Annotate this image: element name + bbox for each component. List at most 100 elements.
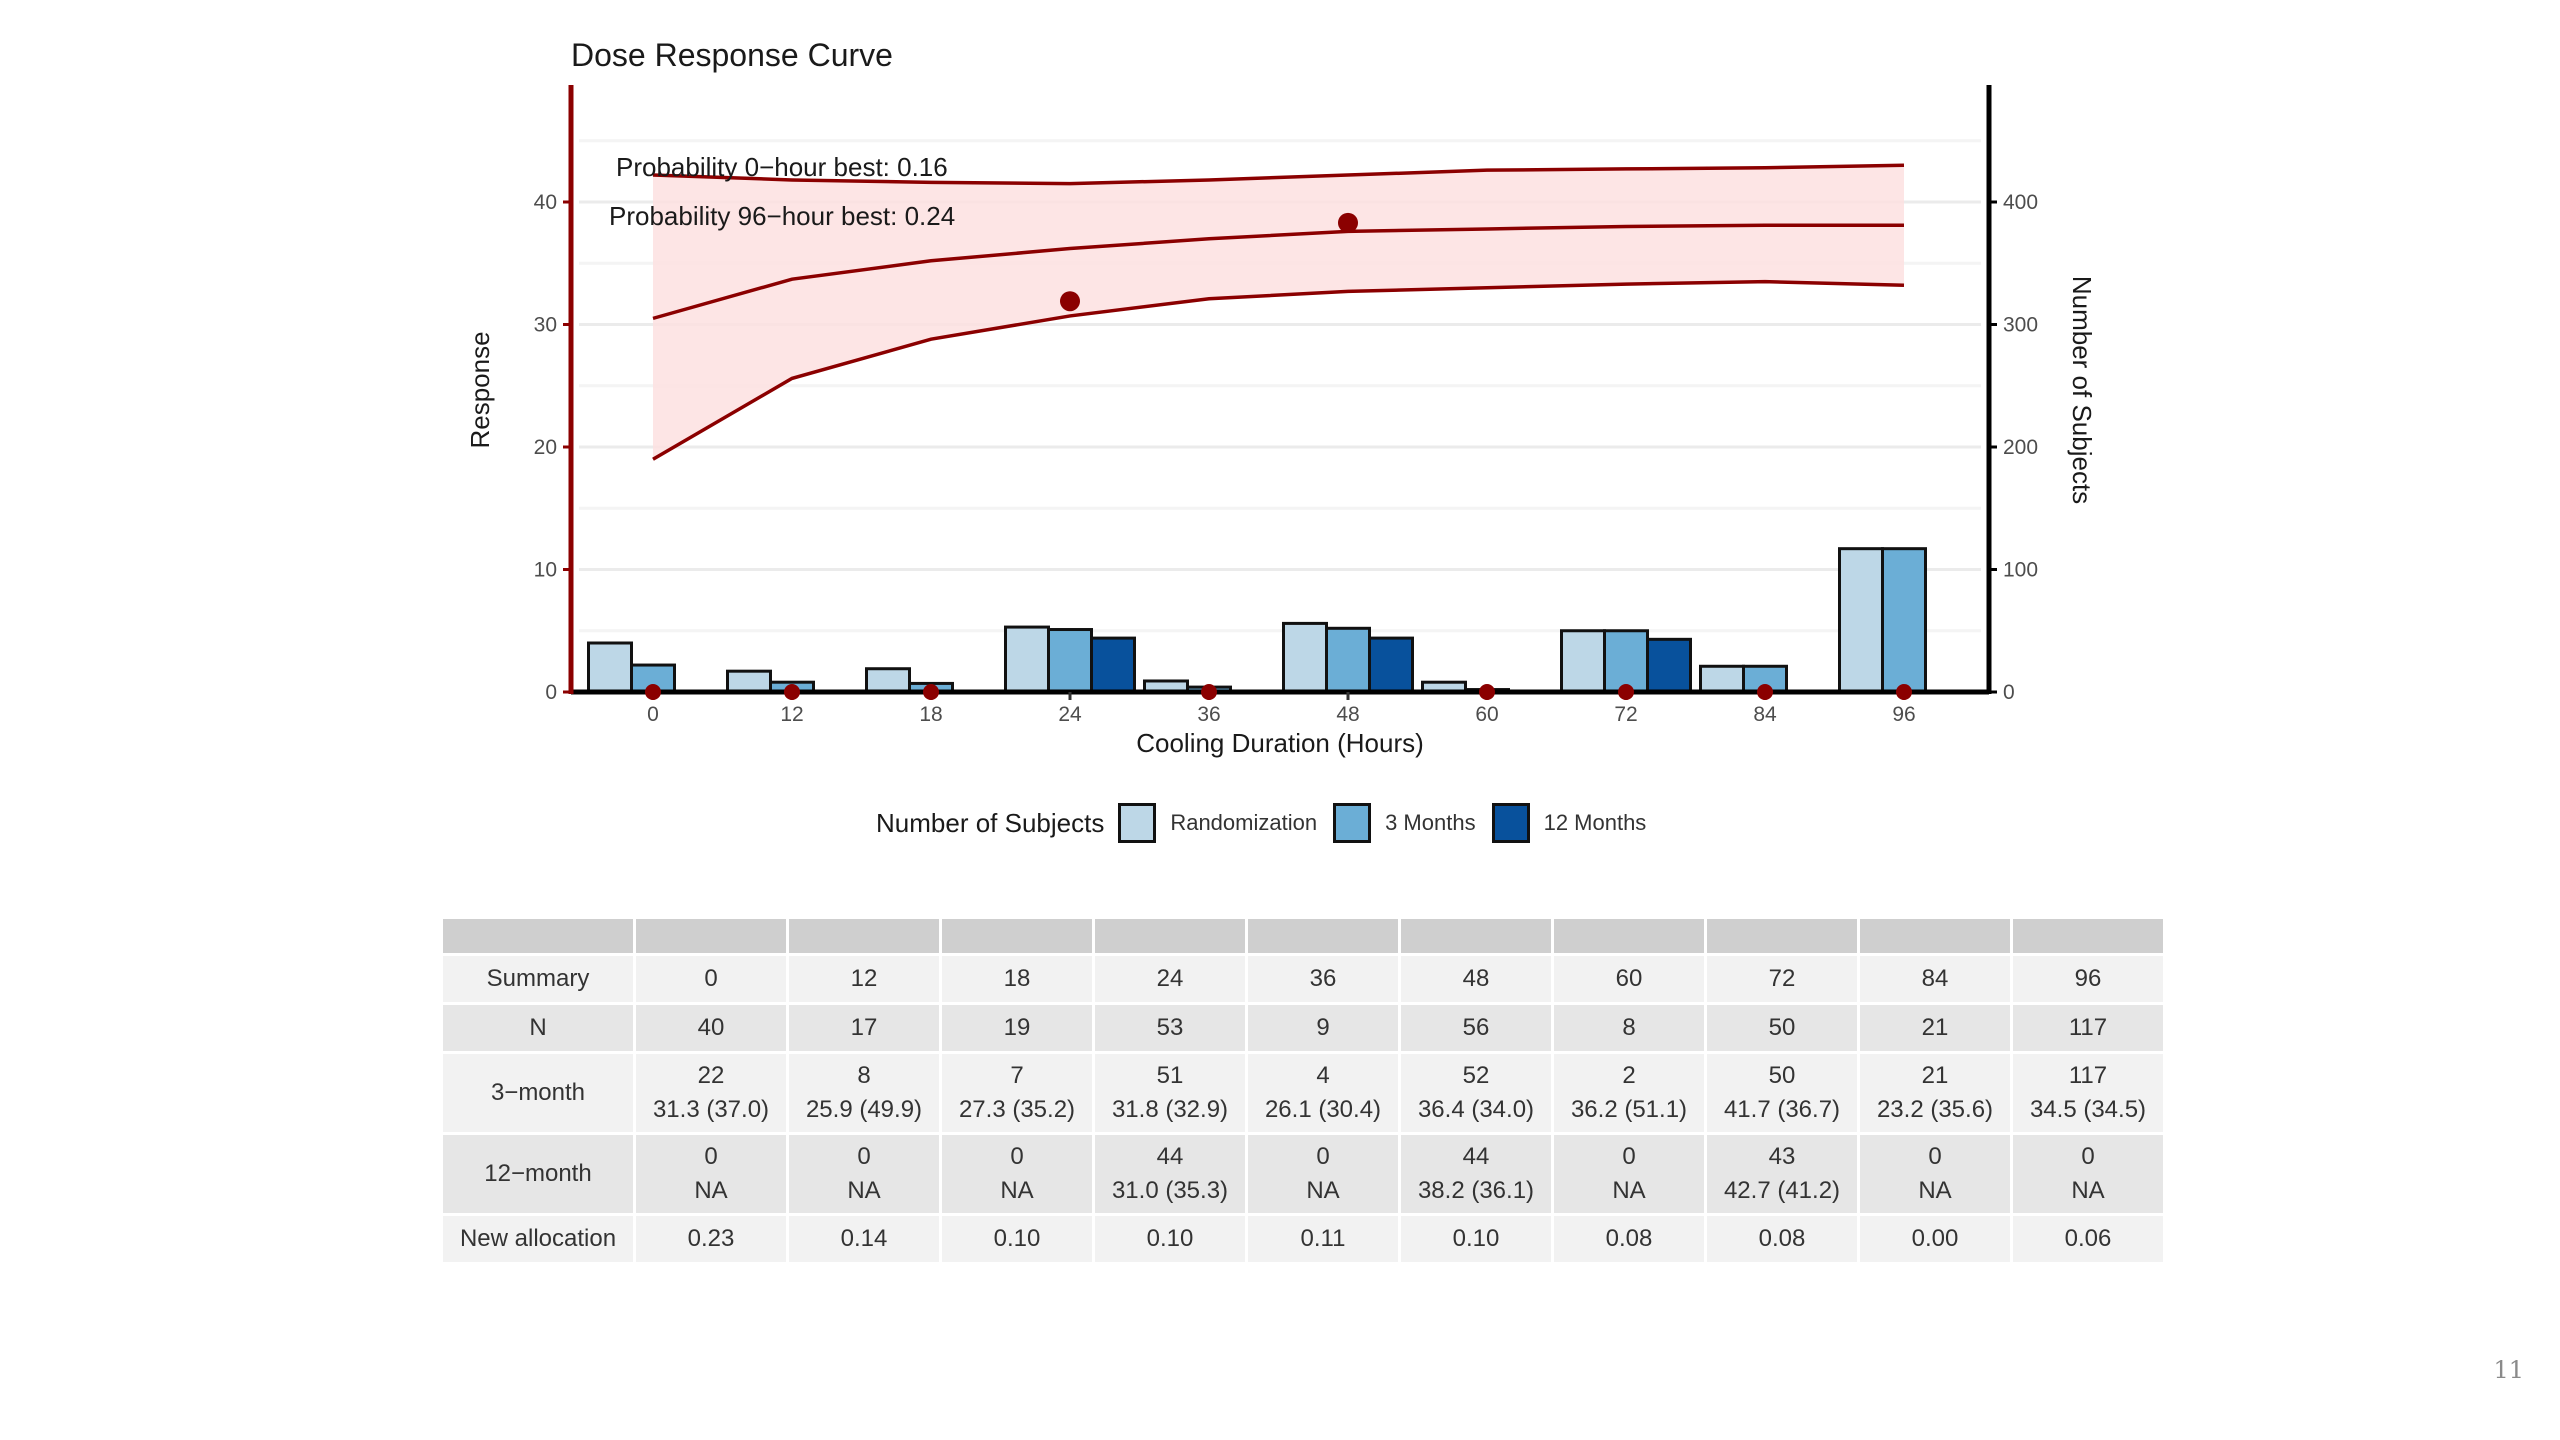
cell-count: 43 — [1768, 1143, 1796, 1170]
table-cell: 50 41.7 (36.7) — [1707, 1054, 1857, 1132]
table-cell: 44 38.2 (36.1) — [1401, 1135, 1551, 1213]
row-label: N — [443, 1005, 633, 1051]
cell-count: 44 — [1462, 1143, 1490, 1170]
cell-count: 0.10 — [993, 1225, 1041, 1252]
cell-count: 96 — [2074, 965, 2102, 992]
table-row: 12−month 0 NA 0 NA 0 NA 44 31.0 (35.3) 0 NA 44 38.2 … — [443, 1135, 2163, 1213]
page-number: 11 — [2493, 1356, 2524, 1384]
observed-point — [1618, 684, 1634, 700]
table-cell: 48 — [1401, 956, 1551, 1002]
cell-count: 0 — [704, 1143, 718, 1170]
table-cell: 50 — [1707, 1005, 1857, 1051]
table-cell: 60 — [1554, 956, 1704, 1002]
observed-point — [1201, 684, 1217, 700]
cell-count: 21 — [1921, 1062, 1949, 1089]
cell-count: 21 — [1921, 1014, 1949, 1041]
cell-count: 0 — [1316, 1143, 1330, 1170]
cell-count: 0.08 — [1758, 1225, 1806, 1252]
cell-count: 7 — [1010, 1062, 1024, 1089]
cell-mean-sd: NA — [1612, 1177, 1646, 1204]
legend-label-12-months: 12 Months — [1543, 810, 1647, 835]
header-cell — [1707, 919, 1857, 953]
table-cell: 21 — [1860, 1005, 2010, 1051]
table-cell: 0.00 — [1860, 1216, 2010, 1262]
row-label: 3−month — [443, 1054, 633, 1132]
cell-count: 0.10 — [1146, 1225, 1194, 1252]
y-right-tick-label: 400 — [2003, 191, 2038, 214]
table-cell: 22 31.3 (37.0) — [636, 1054, 786, 1132]
cell-count: 56 — [1462, 1014, 1490, 1041]
bar-randomization — [1838, 547, 1884, 694]
cell-mean-sd: 41.7 (36.7) — [1723, 1096, 1841, 1123]
cell-count: 22 — [697, 1062, 725, 1089]
header-cell — [1401, 919, 1551, 953]
table-cell: 0.10 — [1401, 1216, 1551, 1262]
cell-count: 0 — [1622, 1143, 1636, 1170]
legend-swatch-3-months — [1333, 803, 1372, 843]
cell-mean-sd: 31.0 (35.3) — [1111, 1177, 1229, 1204]
summary-table: Summary 0 12 18 24 36 48 60 72 84 96 N 40 17 19 53 9 56 8 5… — [440, 916, 2166, 1265]
cell-count: 60 — [1615, 965, 1643, 992]
legend-swatch-randomization — [1118, 803, 1157, 843]
cell-count: 18 — [1003, 965, 1031, 992]
cell-mean-sd: NA — [1000, 1177, 1034, 1204]
table-cell: 96 — [2013, 956, 2163, 1002]
observed-point — [1896, 684, 1912, 700]
header-cell — [789, 919, 939, 953]
cell-count: 52 — [1462, 1062, 1490, 1089]
cell-mean-sd: 23.2 (35.6) — [1876, 1096, 1994, 1123]
table-row: N 40 17 19 53 9 56 8 50 21 117 — [443, 1005, 2163, 1051]
cell-mean-sd: NA — [1306, 1177, 1340, 1204]
bar-12-months — [1368, 636, 1414, 694]
header-cell — [1248, 919, 1398, 953]
annotation-96-hour: Probability 96−hour best: 0.24 — [609, 201, 955, 231]
observed-point — [1338, 212, 1358, 233]
chart-title: Dose Response Curve — [571, 37, 893, 73]
legend: Number of Subjects Randomization 3 Month… — [876, 800, 1662, 846]
table-cell: 36 — [1248, 956, 1398, 1002]
observed-point — [1060, 291, 1080, 312]
table-cell: 17 — [789, 1005, 939, 1051]
observed-point — [1479, 684, 1495, 700]
observed-point — [784, 684, 800, 700]
table-cell: 0 — [636, 956, 786, 1002]
legend-title: Number of Subjects — [876, 807, 1105, 838]
bar-12-months — [1090, 636, 1136, 694]
table-cell: 8 25.9 (49.9) — [789, 1054, 939, 1132]
table-cell: 2 36.2 (51.1) — [1554, 1054, 1704, 1132]
observed-point — [1757, 684, 1773, 700]
table-cell: 0.08 — [1554, 1216, 1704, 1262]
table-cell: 0.10 — [1095, 1216, 1245, 1262]
cell-count: 53 — [1156, 1014, 1184, 1041]
x-tick-label: 84 — [1753, 703, 1777, 726]
cell-count: 0.23 — [687, 1225, 735, 1252]
table-cell: 0.10 — [942, 1216, 1092, 1262]
table-cell: 52 36.4 (34.0) — [1401, 1054, 1551, 1132]
table-cell: 9 — [1248, 1005, 1398, 1051]
table-cell: 0.23 — [636, 1216, 786, 1262]
x-tick-label: 12 — [780, 703, 803, 726]
cell-mean-sd: 36.4 (34.0) — [1417, 1096, 1535, 1123]
table-cell: 24 — [1095, 956, 1245, 1002]
cell-mean-sd: 31.8 (32.9) — [1111, 1096, 1229, 1123]
header-cell — [443, 919, 633, 953]
table-cell: 21 23.2 (35.6) — [1860, 1054, 2010, 1132]
cell-count: 12 — [850, 965, 878, 992]
table-cell: 40 — [636, 1005, 786, 1051]
table-cell: 84 — [1860, 956, 2010, 1002]
cell-count: 8 — [857, 1062, 871, 1089]
cell-count: 117 — [2068, 1014, 2108, 1041]
cell-mean-sd: 34.5 (34.5) — [2029, 1096, 2147, 1123]
cell-mean-sd: 31.3 (37.0) — [652, 1096, 770, 1123]
cell-count: 0 — [2081, 1143, 2095, 1170]
cell-count: 0.08 — [1605, 1225, 1653, 1252]
table-cell: 117 — [2013, 1005, 2163, 1051]
cell-count: 24 — [1156, 965, 1184, 992]
cell-count: 50 — [1768, 1062, 1796, 1089]
y-tick-label: 0 — [545, 681, 557, 704]
row-label: 12−month — [443, 1135, 633, 1213]
x-tick-label: 48 — [1336, 703, 1359, 726]
y-tick-label: 10 — [534, 559, 557, 582]
cell-count: 36 — [1309, 965, 1337, 992]
